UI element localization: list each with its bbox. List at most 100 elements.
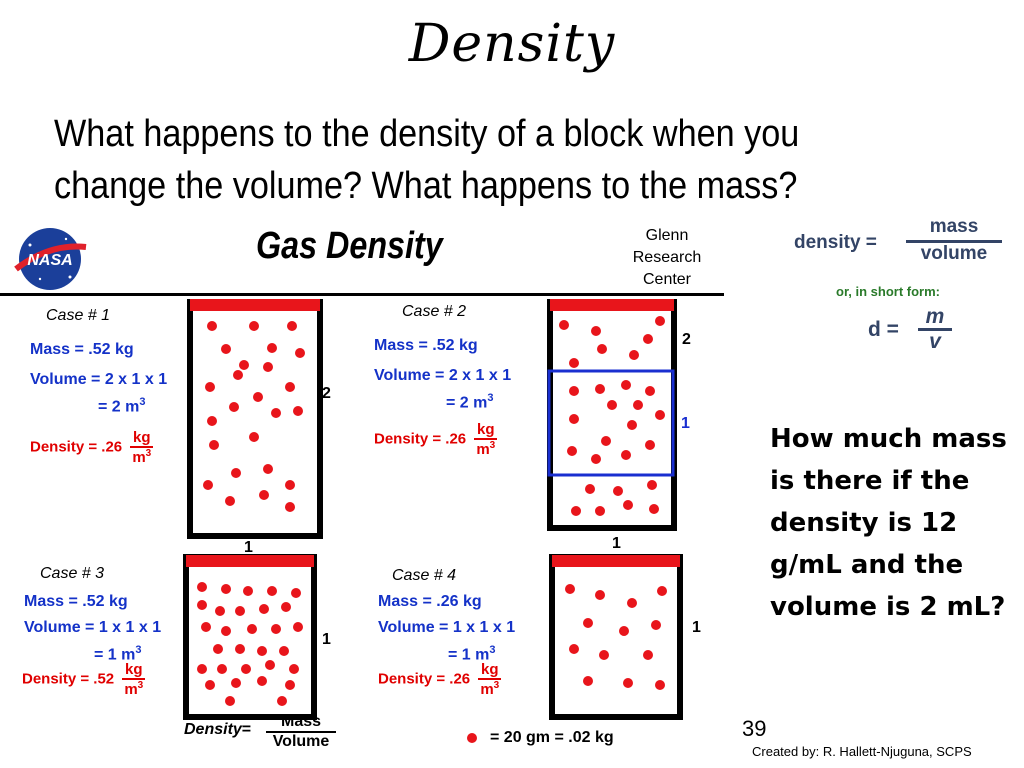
case-1-mass: Mass = .52 kg: [30, 341, 134, 358]
case-4-unit-top: kg: [478, 661, 502, 680]
case-4-piston: [552, 555, 680, 567]
case-1-volume2: = 2 m: [98, 398, 140, 416]
case-2-mass: Mass = .52 kg: [374, 337, 478, 354]
case-4-density: Density = .26 kg m3: [378, 661, 502, 698]
case-4-mass: Mass = .26 kg: [378, 593, 482, 610]
case-2-volume: Volume = 2 x 1 x 1: [374, 367, 512, 384]
case-2-height-label: 2: [682, 331, 691, 348]
case-2-inner-label: 1: [681, 415, 690, 432]
case-4-volume-result: = 1 m3: [448, 639, 495, 666]
side-question: How much mass is there if the density is…: [770, 424, 1007, 622]
case-1-density: Density = .26 kg m3: [30, 429, 154, 466]
case-2-sup: 3: [487, 392, 494, 404]
case-4-label: Case # 4: [392, 567, 457, 584]
case-1-volume: Volume = 2 x 1 x 1: [30, 371, 168, 388]
case-4-container: [549, 554, 683, 720]
case-4-volume: Volume = 1 x 1 x 1: [378, 619, 516, 636]
bottom-equals: =: [241, 721, 252, 738]
case-3-volume-result: = 1 m3: [94, 639, 141, 666]
bottom-volume: Volume: [272, 733, 330, 750]
bottom-density-word: Density: [184, 721, 242, 738]
case-3-piston: [186, 555, 314, 567]
molecule-legend: = 20 gm = .02 kg: [490, 729, 614, 746]
case-3-unit: kg m3: [122, 661, 146, 698]
case-3-height-label: 1: [322, 631, 331, 648]
case-1-unit: kg m3: [130, 429, 154, 466]
page-number: 39: [742, 716, 767, 741]
case-2-unit-bottom: m3: [476, 440, 496, 458]
case-2-volume2: = 2 m: [446, 394, 488, 412]
formula-denominator: volume: [920, 243, 988, 264]
header-rule: [0, 293, 724, 296]
case-4-unit: kg m3: [478, 661, 502, 698]
case-2-unit-sup: 3: [489, 440, 496, 451]
gas-density-diagram: NASA Gas Density Glenn Research Center C…: [0, 215, 730, 768]
case-2-unit-top: kg: [474, 421, 498, 440]
case-4-unit-bottom: m3: [480, 680, 500, 698]
credit-line: Created by: R. Hallett-Njuguna, SCPS: [752, 744, 972, 759]
case-4-volume2: = 1 m: [448, 646, 490, 664]
case-1-volume-result: = 2 m3: [98, 391, 145, 418]
case-1-unit-bottom: m3: [132, 448, 152, 466]
case-2-box: [547, 299, 677, 531]
case-4-sup: 3: [489, 644, 496, 656]
question-line-1: What happens to the density of a block w…: [54, 113, 800, 155]
case-3-mass: Mass = .52 kg: [24, 593, 128, 610]
case-3-molecules: [197, 582, 303, 706]
formula-m: m: [918, 306, 952, 331]
case-2-density-text: Density = .26: [374, 430, 467, 448]
slide-title: Density: [408, 14, 616, 74]
case-2-width-label: 1: [612, 535, 621, 552]
case-4-height-label: 1: [692, 619, 701, 636]
case-1-label: Case # 1: [46, 307, 111, 324]
case-3-label: Case # 3: [40, 565, 105, 582]
case-2-sub-volume: [547, 369, 675, 477]
case-1-width-label: 1: [244, 539, 253, 556]
case-3-unit-top: kg: [122, 661, 146, 680]
gas-density-title: Gas Density: [256, 225, 443, 267]
case-3-container: [183, 554, 317, 720]
molecule-legend-dot: [467, 733, 477, 743]
case-3-volume2: = 1 m: [94, 646, 136, 664]
case-3-density-text: Density = .52: [22, 670, 115, 688]
case-4-molecules: [565, 584, 667, 690]
gas-containers: [183, 299, 683, 720]
case-1-sup: 3: [139, 396, 146, 408]
formula-d-label: d =: [868, 318, 899, 341]
case-4-box: [549, 554, 683, 720]
bottom-fraction: Mass Volume: [266, 713, 336, 751]
case-3-unit-sup: 3: [137, 680, 144, 691]
case-2-molecules: [559, 316, 665, 516]
bottom-density-label: Density=: [184, 721, 251, 739]
org-line-1: Glenn: [645, 227, 689, 244]
slide-question: What happens to the density of a block w…: [54, 108, 819, 212]
case-1-unit-sup: 3: [145, 448, 152, 459]
case-1-height-label: 2: [322, 385, 331, 402]
formula-v: v: [929, 330, 941, 353]
case-2-volume-result: = 2 m3: [446, 387, 493, 414]
case-3-box: [183, 554, 317, 720]
case-2-density: Density = .26 kg m3: [374, 421, 498, 458]
case-1-piston: [190, 299, 320, 311]
formula-fraction: mass volume: [906, 216, 1002, 265]
case-2-unit: kg m3: [474, 421, 498, 458]
question-line-2: change the volume? What happens to the m…: [54, 165, 798, 207]
nasa-logo: NASA: [14, 228, 87, 290]
case-4-unit-sup: 3: [493, 680, 500, 691]
formula-short-fraction: m v: [918, 306, 952, 353]
case-3-sup: 3: [135, 644, 142, 656]
formula-density-label: density =: [794, 232, 877, 253]
org-line-3: Center: [642, 271, 692, 288]
case-2-piston: [550, 299, 674, 311]
case-4-density-text: Density = .26: [378, 670, 471, 688]
org-line-2: Research: [632, 249, 702, 266]
formula-short-form: or, in short form:: [836, 284, 940, 299]
case-2-container: [547, 299, 677, 531]
case-1-unit-top: kg: [130, 429, 154, 448]
case-3-unit-bottom: m3: [124, 680, 144, 698]
case-3-volume: Volume = 1 x 1 x 1: [24, 619, 162, 636]
case-1-density-text: Density = .26: [30, 438, 123, 456]
case-1-container: [187, 299, 323, 539]
case-3-density: Density = .52 kg m3: [22, 661, 146, 698]
case-2-label: Case # 2: [402, 303, 467, 320]
